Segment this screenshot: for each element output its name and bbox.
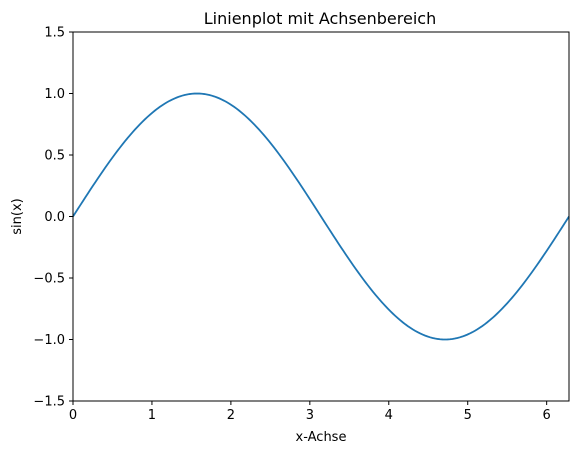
series-layer — [73, 94, 569, 340]
x-tick-label: 3 — [306, 408, 314, 423]
x-tick-label: 2 — [227, 408, 235, 423]
x-tick-label: 1 — [148, 408, 156, 423]
x-tick-label: 6 — [543, 408, 551, 423]
x-tick-label: 5 — [464, 408, 472, 423]
chart-title: Linienplot mit Achsenbereich — [204, 9, 436, 28]
series-line-0 — [73, 94, 569, 340]
x-tick-label: 4 — [385, 408, 393, 423]
y-tick-label: 0.0 — [44, 210, 65, 225]
x-tick-label: 0 — [69, 408, 77, 423]
x-axis-label: x-Achse — [296, 430, 347, 445]
y-tick-label: −1.5 — [33, 395, 65, 410]
y-tick-label: −0.5 — [33, 272, 65, 287]
y-tick-label: 1.5 — [44, 26, 65, 41]
y-axis-label: sin(x) — [10, 198, 25, 234]
y-tick-label: −1.0 — [33, 333, 65, 348]
y-tick-label: 1.0 — [44, 87, 65, 102]
y-tick-label: 0.5 — [44, 149, 65, 164]
x-axis: 0 1 2 3 4 5 6 — [69, 401, 551, 423]
y-axis: −1.5 −1.0 −0.5 0.0 0.5 1.0 1.5 — [33, 26, 73, 410]
